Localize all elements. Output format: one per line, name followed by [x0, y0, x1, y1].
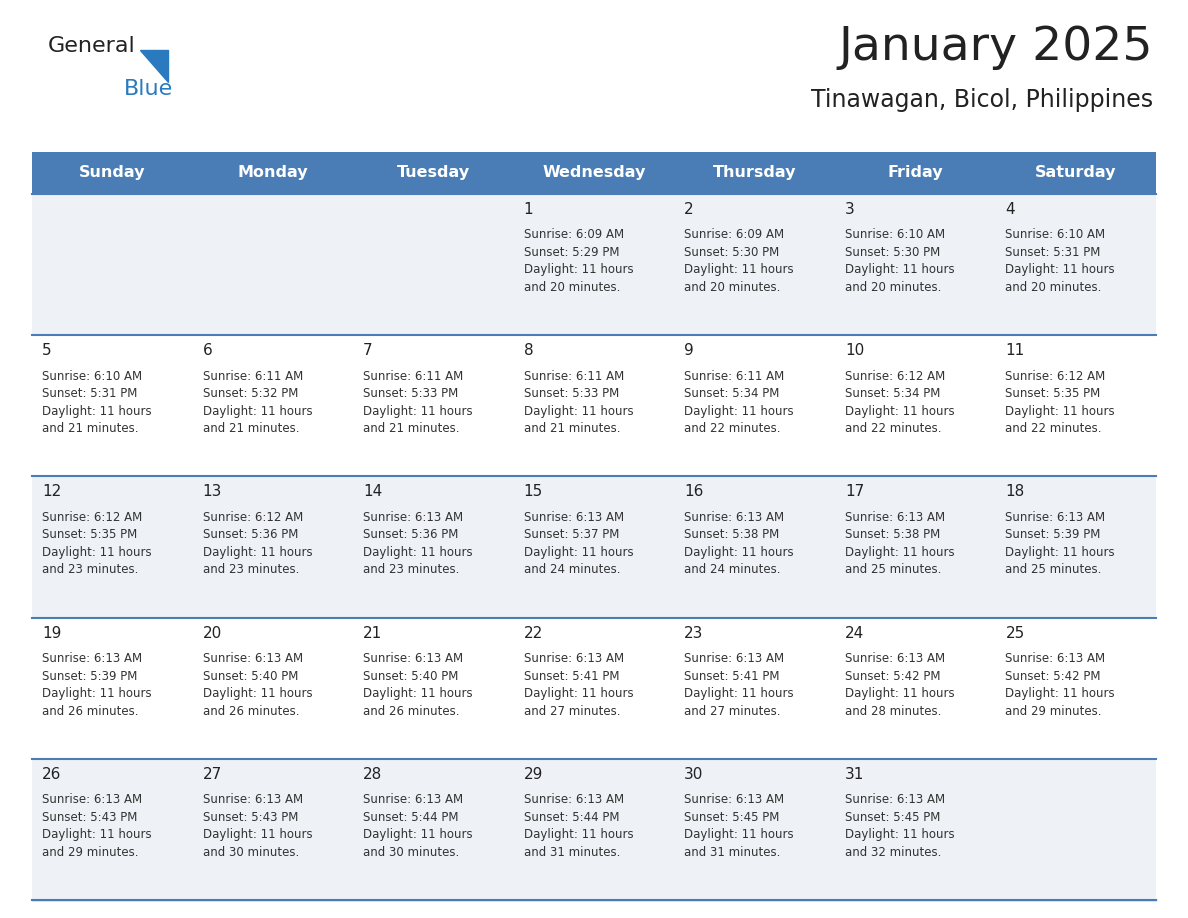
Text: Sunrise: 6:12 AM
Sunset: 5:35 PM
Daylight: 11 hours
and 22 minutes.: Sunrise: 6:12 AM Sunset: 5:35 PM Dayligh… — [1005, 370, 1116, 435]
Text: 29: 29 — [524, 767, 543, 782]
Text: 14: 14 — [364, 485, 383, 499]
Bar — [32, 618, 1156, 759]
Bar — [32, 759, 1156, 900]
Text: 2: 2 — [684, 202, 694, 217]
Text: 8: 8 — [524, 343, 533, 358]
Text: Sunrise: 6:13 AM
Sunset: 5:45 PM
Daylight: 11 hours
and 31 minutes.: Sunrise: 6:13 AM Sunset: 5:45 PM Dayligh… — [684, 793, 794, 859]
Text: 15: 15 — [524, 485, 543, 499]
Text: Sunrise: 6:13 AM
Sunset: 5:40 PM
Daylight: 11 hours
and 26 minutes.: Sunrise: 6:13 AM Sunset: 5:40 PM Dayligh… — [203, 652, 312, 718]
Text: Sunrise: 6:13 AM
Sunset: 5:44 PM
Daylight: 11 hours
and 30 minutes.: Sunrise: 6:13 AM Sunset: 5:44 PM Dayligh… — [364, 793, 473, 859]
Text: 26: 26 — [42, 767, 62, 782]
Text: Sunrise: 6:10 AM
Sunset: 5:30 PM
Daylight: 11 hours
and 20 minutes.: Sunrise: 6:10 AM Sunset: 5:30 PM Dayligh… — [845, 229, 954, 294]
Bar — [32, 194, 1156, 335]
Text: Sunrise: 6:10 AM
Sunset: 5:31 PM
Daylight: 11 hours
and 20 minutes.: Sunrise: 6:10 AM Sunset: 5:31 PM Dayligh… — [1005, 229, 1116, 294]
Text: 13: 13 — [203, 485, 222, 499]
Bar — [996, 152, 1156, 194]
Text: Sunrise: 6:12 AM
Sunset: 5:34 PM
Daylight: 11 hours
and 22 minutes.: Sunrise: 6:12 AM Sunset: 5:34 PM Dayligh… — [845, 370, 954, 435]
Text: 16: 16 — [684, 485, 703, 499]
Text: Tinawagan, Bicol, Philippines: Tinawagan, Bicol, Philippines — [811, 88, 1154, 112]
Text: Tuesday: Tuesday — [397, 165, 470, 181]
Text: 31: 31 — [845, 767, 864, 782]
Text: Sunday: Sunday — [80, 165, 146, 181]
Bar — [675, 152, 835, 194]
Bar — [32, 152, 192, 194]
Text: Thursday: Thursday — [713, 165, 796, 181]
Text: Sunrise: 6:12 AM
Sunset: 5:36 PM
Daylight: 11 hours
and 23 minutes.: Sunrise: 6:12 AM Sunset: 5:36 PM Dayligh… — [203, 511, 312, 577]
Text: 27: 27 — [203, 767, 222, 782]
Bar — [192, 152, 353, 194]
Text: Sunrise: 6:13 AM
Sunset: 5:39 PM
Daylight: 11 hours
and 26 minutes.: Sunrise: 6:13 AM Sunset: 5:39 PM Dayligh… — [42, 652, 152, 718]
Text: 7: 7 — [364, 343, 373, 358]
Text: Sunrise: 6:13 AM
Sunset: 5:36 PM
Daylight: 11 hours
and 23 minutes.: Sunrise: 6:13 AM Sunset: 5:36 PM Dayligh… — [364, 511, 473, 577]
Bar — [513, 152, 675, 194]
Text: Sunrise: 6:13 AM
Sunset: 5:39 PM
Daylight: 11 hours
and 25 minutes.: Sunrise: 6:13 AM Sunset: 5:39 PM Dayligh… — [1005, 511, 1116, 577]
Text: Sunrise: 6:13 AM
Sunset: 5:41 PM
Daylight: 11 hours
and 27 minutes.: Sunrise: 6:13 AM Sunset: 5:41 PM Dayligh… — [684, 652, 794, 718]
Text: 6: 6 — [203, 343, 213, 358]
Text: 18: 18 — [1005, 485, 1025, 499]
Text: Sunrise: 6:13 AM
Sunset: 5:41 PM
Daylight: 11 hours
and 27 minutes.: Sunrise: 6:13 AM Sunset: 5:41 PM Dayligh… — [524, 652, 633, 718]
Text: Sunrise: 6:09 AM
Sunset: 5:30 PM
Daylight: 11 hours
and 20 minutes.: Sunrise: 6:09 AM Sunset: 5:30 PM Dayligh… — [684, 229, 794, 294]
Text: January 2025: January 2025 — [839, 25, 1154, 70]
Text: Sunrise: 6:13 AM
Sunset: 5:43 PM
Daylight: 11 hours
and 29 minutes.: Sunrise: 6:13 AM Sunset: 5:43 PM Dayligh… — [42, 793, 152, 859]
Text: Sunrise: 6:13 AM
Sunset: 5:45 PM
Daylight: 11 hours
and 32 minutes.: Sunrise: 6:13 AM Sunset: 5:45 PM Dayligh… — [845, 793, 954, 859]
Text: 30: 30 — [684, 767, 703, 782]
Text: 20: 20 — [203, 625, 222, 641]
Text: Blue: Blue — [124, 79, 173, 99]
Bar — [32, 476, 1156, 618]
Bar — [353, 152, 513, 194]
Text: Friday: Friday — [887, 165, 943, 181]
Text: Sunrise: 6:13 AM
Sunset: 5:42 PM
Daylight: 11 hours
and 29 minutes.: Sunrise: 6:13 AM Sunset: 5:42 PM Dayligh… — [1005, 652, 1116, 718]
Bar — [835, 152, 996, 194]
Text: 12: 12 — [42, 485, 62, 499]
Text: 11: 11 — [1005, 343, 1025, 358]
Text: Sunrise: 6:10 AM
Sunset: 5:31 PM
Daylight: 11 hours
and 21 minutes.: Sunrise: 6:10 AM Sunset: 5:31 PM Dayligh… — [42, 370, 152, 435]
Text: 19: 19 — [42, 625, 62, 641]
Text: General: General — [48, 36, 135, 56]
Text: 3: 3 — [845, 202, 854, 217]
Text: Sunrise: 6:13 AM
Sunset: 5:43 PM
Daylight: 11 hours
and 30 minutes.: Sunrise: 6:13 AM Sunset: 5:43 PM Dayligh… — [203, 793, 312, 859]
Text: Sunrise: 6:12 AM
Sunset: 5:35 PM
Daylight: 11 hours
and 23 minutes.: Sunrise: 6:12 AM Sunset: 5:35 PM Dayligh… — [42, 511, 152, 577]
Text: Sunrise: 6:11 AM
Sunset: 5:32 PM
Daylight: 11 hours
and 21 minutes.: Sunrise: 6:11 AM Sunset: 5:32 PM Dayligh… — [203, 370, 312, 435]
Text: 22: 22 — [524, 625, 543, 641]
Text: 10: 10 — [845, 343, 864, 358]
Text: Wednesday: Wednesday — [542, 165, 646, 181]
Text: Sunrise: 6:11 AM
Sunset: 5:33 PM
Daylight: 11 hours
and 21 minutes.: Sunrise: 6:11 AM Sunset: 5:33 PM Dayligh… — [524, 370, 633, 435]
Text: Sunrise: 6:11 AM
Sunset: 5:33 PM
Daylight: 11 hours
and 21 minutes.: Sunrise: 6:11 AM Sunset: 5:33 PM Dayligh… — [364, 370, 473, 435]
Text: 17: 17 — [845, 485, 864, 499]
Text: 24: 24 — [845, 625, 864, 641]
Text: Sunrise: 6:13 AM
Sunset: 5:42 PM
Daylight: 11 hours
and 28 minutes.: Sunrise: 6:13 AM Sunset: 5:42 PM Dayligh… — [845, 652, 954, 718]
Text: Sunrise: 6:13 AM
Sunset: 5:37 PM
Daylight: 11 hours
and 24 minutes.: Sunrise: 6:13 AM Sunset: 5:37 PM Dayligh… — [524, 511, 633, 577]
Text: Sunrise: 6:13 AM
Sunset: 5:38 PM
Daylight: 11 hours
and 25 minutes.: Sunrise: 6:13 AM Sunset: 5:38 PM Dayligh… — [845, 511, 954, 577]
Text: Sunrise: 6:13 AM
Sunset: 5:38 PM
Daylight: 11 hours
and 24 minutes.: Sunrise: 6:13 AM Sunset: 5:38 PM Dayligh… — [684, 511, 794, 577]
Text: 1: 1 — [524, 202, 533, 217]
Text: 23: 23 — [684, 625, 703, 641]
Text: 25: 25 — [1005, 625, 1025, 641]
Text: Monday: Monday — [238, 165, 308, 181]
Text: 28: 28 — [364, 767, 383, 782]
Text: Sunrise: 6:13 AM
Sunset: 5:44 PM
Daylight: 11 hours
and 31 minutes.: Sunrise: 6:13 AM Sunset: 5:44 PM Dayligh… — [524, 793, 633, 859]
Text: Saturday: Saturday — [1035, 165, 1117, 181]
Text: 5: 5 — [42, 343, 51, 358]
Text: 9: 9 — [684, 343, 694, 358]
Text: Sunrise: 6:11 AM
Sunset: 5:34 PM
Daylight: 11 hours
and 22 minutes.: Sunrise: 6:11 AM Sunset: 5:34 PM Dayligh… — [684, 370, 794, 435]
Polygon shape — [140, 50, 168, 82]
Text: Sunrise: 6:13 AM
Sunset: 5:40 PM
Daylight: 11 hours
and 26 minutes.: Sunrise: 6:13 AM Sunset: 5:40 PM Dayligh… — [364, 652, 473, 718]
Text: 4: 4 — [1005, 202, 1015, 217]
Bar — [32, 335, 1156, 476]
Text: 21: 21 — [364, 625, 383, 641]
Text: Sunrise: 6:09 AM
Sunset: 5:29 PM
Daylight: 11 hours
and 20 minutes.: Sunrise: 6:09 AM Sunset: 5:29 PM Dayligh… — [524, 229, 633, 294]
